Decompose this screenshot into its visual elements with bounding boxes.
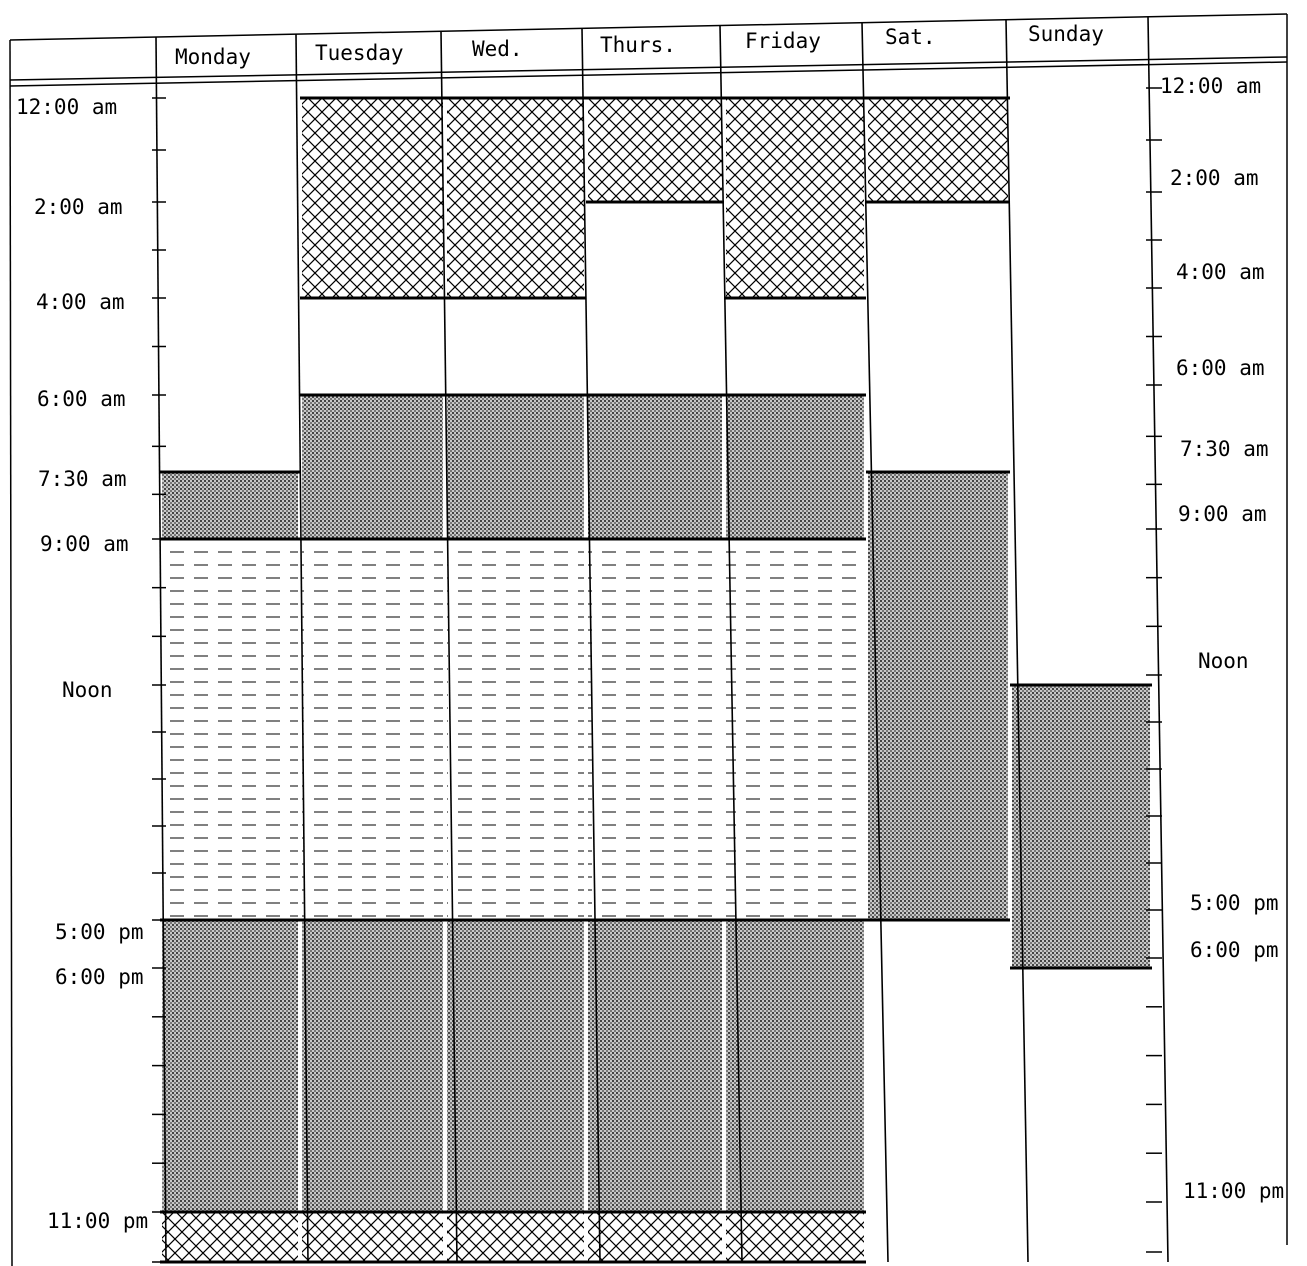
schedule-block-dashed: [302, 539, 443, 920]
left-time-label: 11:00 pm: [47, 1209, 148, 1233]
schedule-block-crosshatch: [868, 98, 1008, 202]
schedule-block-dotted: [588, 395, 722, 539]
schedule-block-dotted: [162, 472, 298, 539]
left-time-axis: 12:00 am 2:00 am 4:00 am 6:00 am 7:30 am…: [16, 95, 148, 1233]
day-label-friday: Friday: [745, 29, 821, 53]
schedule-block-dotted: [302, 920, 443, 1212]
day-column-divider: [719, 25, 743, 1263]
schedule-block-crosshatch: [447, 1212, 584, 1262]
left-time-label: 5:00 pm: [55, 920, 144, 944]
schedule-block-dotted: [726, 395, 864, 539]
right-time-label: 4:00 am: [1176, 260, 1265, 284]
schedule-block-dashed: [588, 539, 722, 920]
left-time-label: 2:00 am: [34, 195, 123, 219]
day-label-sat: Sat.: [885, 25, 936, 49]
schedule-block-dotted: [726, 920, 864, 1212]
schedule-block-crosshatch: [588, 1212, 722, 1262]
schedule-block-crosshatch: [588, 98, 722, 202]
schedule-grid: [9, 13, 1288, 1266]
day-column-divider: [1005, 19, 1029, 1263]
right-time-label: 5:00 pm: [1190, 891, 1279, 915]
schedule-block-crosshatch: [302, 1212, 443, 1262]
schedule-block-dotted: [1012, 685, 1150, 968]
schedule-block-crosshatch: [447, 98, 584, 298]
left-time-label: Noon: [62, 678, 113, 702]
left-time-label: 12:00 am: [16, 95, 117, 119]
day-column-divider: [155, 36, 167, 1263]
day-column-divider: [295, 33, 309, 1263]
schedule-block-crosshatch: [302, 98, 443, 298]
header-bottom-line: [9, 56, 1288, 81]
schedule-block-dotted: [162, 920, 298, 1212]
day-column-divider: [440, 30, 458, 1263]
left-time-label: 9:00 am: [40, 532, 129, 556]
right-time-label: 6:00 am: [1176, 356, 1265, 380]
schedule-block-dotted: [447, 395, 584, 539]
left-time-label: 6:00 am: [37, 387, 126, 411]
day-column-divider: [581, 28, 601, 1263]
right-time-label: 12:00 am: [1160, 74, 1261, 98]
day-column-divider: [1147, 16, 1169, 1263]
day-header-row: Monday Tuesday Wed. Thurs. Friday Sat. S…: [175, 22, 1104, 69]
left-time-label: 6:00 pm: [55, 965, 144, 989]
right-time-label: 6:00 pm: [1190, 938, 1279, 962]
schedule-block-crosshatch: [726, 98, 864, 298]
left-time-label: 7:30 am: [38, 467, 127, 491]
day-label-tuesday: Tuesday: [315, 41, 404, 65]
schedule-block-dashed: [162, 539, 298, 920]
schedule-block-crosshatch: [162, 1212, 298, 1262]
right-time-label: 11:00 pm: [1183, 1179, 1284, 1203]
right-time-axis: 12:00 am 2:00 am 4:00 am 6:00 am 7:30 am…: [1160, 74, 1284, 1203]
day-label-wed: Wed.: [472, 37, 523, 61]
day-label-sunday: Sunday: [1028, 22, 1104, 46]
header-top-line: [9, 13, 1288, 41]
right-time-label: 9:00 am: [1178, 502, 1267, 526]
schedule-block-dotted: [447, 920, 584, 1212]
left-time-label: 4:00 am: [36, 290, 125, 314]
schedule-blocks: [160, 96, 1152, 1264]
schedule-block-dotted: [302, 395, 443, 539]
day-label-thurs: Thurs.: [600, 33, 676, 57]
header-bottom-double-line: [9, 61, 1288, 87]
schedule-block-dashed: [447, 539, 584, 920]
schedule-block-dashed: [726, 539, 864, 920]
schedule-block-dotted: [588, 920, 722, 1212]
right-time-label: 2:00 am: [1170, 166, 1259, 190]
right-time-label: Noon: [1198, 649, 1249, 673]
left-border: [9, 39, 13, 1266]
schedule-block-crosshatch: [726, 1212, 864, 1262]
day-label-monday: Monday: [175, 45, 251, 69]
schedule-block-dotted: [868, 472, 1008, 920]
time-ticks: [152, 87, 1162, 1263]
day-column-divider: [861, 22, 889, 1263]
right-time-label: 7:30 am: [1180, 437, 1269, 461]
